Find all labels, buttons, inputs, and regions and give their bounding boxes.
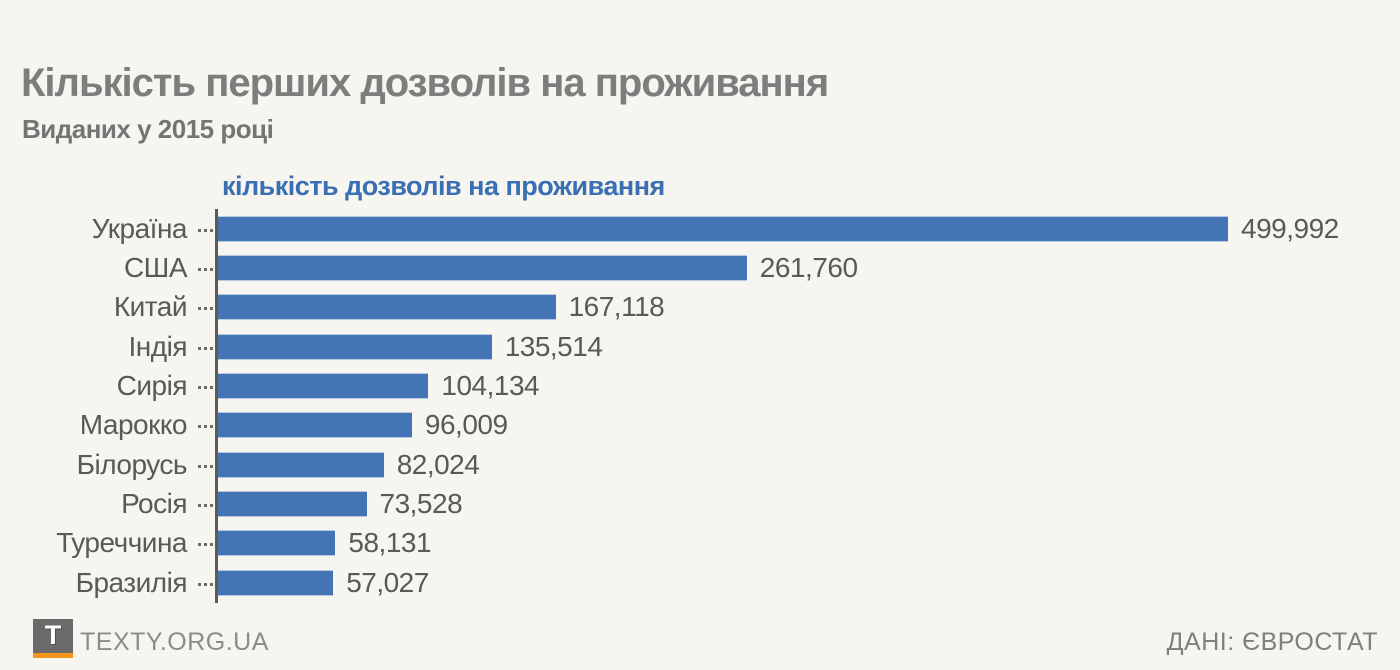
bar-chart: Україна 499,992 США 261,760 Китай 167,11… [0, 209, 1400, 603]
bar-area: 104,134 [218, 366, 540, 405]
bar-area: 261,760 [218, 248, 858, 287]
y-axis-line [215, 209, 218, 603]
bar [218, 452, 384, 477]
value-label: 104,134 [441, 370, 540, 402]
value-label: 167,118 [568, 291, 665, 323]
bar-row: Білорусь 82,024 [0, 445, 1400, 484]
value-label: 261,760 [759, 252, 858, 284]
bar [218, 334, 492, 359]
bar [218, 374, 429, 399]
page-title: Кількість перших дозволів на проживання [21, 60, 829, 105]
brand-text: TEXTY.ORG.UA [80, 628, 269, 656]
bar-row: Бразилія 57,027 [0, 563, 1400, 602]
bar-area: 167,118 [218, 288, 665, 327]
bar-rows: Україна 499,992 США 261,760 Китай 167,11… [0, 209, 1400, 602]
value-label: 499,992 [1241, 212, 1339, 244]
bar-area: 58,131 [218, 524, 432, 563]
value-label: 96,009 [424, 409, 508, 441]
bar [218, 531, 336, 556]
bar [218, 570, 334, 595]
category-label: США [123, 252, 188, 284]
bar [218, 492, 367, 517]
category-label: Україна [91, 212, 188, 244]
value-label: 73,528 [379, 488, 463, 520]
bar-area: 57,027 [218, 563, 429, 602]
chart-title: кількість дозволів на проживання [222, 171, 665, 201]
tick-mark [198, 228, 213, 232]
tick-mark [198, 425, 213, 429]
bar-row: Індія 135,514 [0, 327, 1400, 366]
value-label: 57,027 [346, 566, 429, 598]
category-label: Китай [113, 291, 188, 323]
texty-logo-icon: T [33, 619, 73, 658]
value-label: 135,514 [504, 330, 603, 362]
value-label: 58,131 [348, 527, 432, 559]
category-label: Росія [121, 488, 187, 520]
value-label: 82,024 [396, 448, 480, 480]
bar-row: Росія 73,528 [0, 484, 1400, 523]
category-label: Бразилія [75, 566, 188, 598]
tick-mark [198, 582, 213, 586]
bar [218, 413, 412, 438]
bar-area: 96,009 [218, 406, 508, 445]
bar-row: Сирія 104,134 [0, 366, 1400, 405]
bar [218, 295, 556, 320]
tick-mark [198, 543, 213, 547]
bar-row: Україна 499,992 [0, 209, 1400, 248]
tick-mark [198, 268, 213, 272]
bar [218, 216, 1228, 241]
category-label: Туреччина [56, 527, 187, 559]
category-label: Білорусь [76, 448, 188, 480]
tick-mark [198, 464, 213, 468]
tick-mark [198, 386, 213, 390]
bar-row: Марокко 96,009 [0, 406, 1400, 445]
page-subtitle: Виданих у 2015 році [22, 113, 274, 144]
bar-area: 499,992 [218, 209, 1339, 248]
tick-mark [198, 307, 213, 311]
logo-orange-stripe [33, 653, 73, 658]
tick-mark [198, 346, 213, 350]
bar-row: США 261,760 [0, 248, 1400, 287]
logo-letter: T [44, 620, 62, 650]
bar-area: 73,528 [218, 484, 463, 523]
bar-row: Туреччина 58,131 [0, 524, 1400, 563]
category-label: Індія [128, 330, 188, 362]
bar [218, 256, 747, 281]
category-label: Сирія [116, 370, 188, 402]
category-label: Марокко [79, 409, 188, 441]
tick-mark [198, 504, 213, 508]
bar-area: 82,024 [218, 445, 480, 484]
bar-row: Китай 167,118 [0, 288, 1400, 327]
bar-area: 135,514 [218, 327, 603, 366]
data-source-text: ДАНІ: ЄВРОСТАТ [1166, 628, 1378, 656]
